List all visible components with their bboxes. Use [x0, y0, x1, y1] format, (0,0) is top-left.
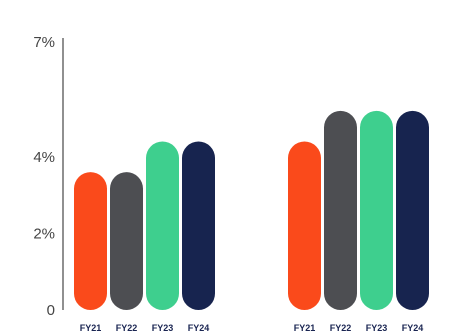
x-tick-label: FY24 [188, 323, 210, 333]
bar-group1-fy24 [182, 141, 215, 310]
x-tick-label: FY22 [116, 323, 138, 333]
x-tick-label: FY22 [330, 323, 352, 333]
bar-group2-fy23 [360, 110, 393, 311]
x-tick-label: FY21 [294, 323, 316, 333]
y-tick-label: 7% [33, 34, 55, 51]
bar-group2-fy21 [288, 141, 321, 310]
x-tick-label: FY23 [152, 323, 174, 333]
y-tick-label: 4% [33, 149, 55, 166]
y-tick-label: 0 [47, 302, 55, 319]
x-tick-label: FY21 [80, 323, 102, 333]
bar-group1-fy23 [146, 141, 179, 310]
y-tick-label: 2% [33, 225, 55, 242]
bar-group1-fy22 [110, 172, 143, 310]
bar-group2-fy24 [396, 110, 429, 311]
y-axis: 0 2% 4% 7% [33, 34, 64, 319]
bar-group1-fy21 [74, 172, 107, 310]
x-axis-labels: FY21 FY22 FY23 FY24 FY21 FY22 FY23 FY24 [80, 323, 424, 333]
x-tick-label: FY24 [402, 323, 424, 333]
bars [74, 110, 429, 311]
x-tick-label: FY23 [366, 323, 388, 333]
bar-group2-fy22 [324, 110, 357, 311]
